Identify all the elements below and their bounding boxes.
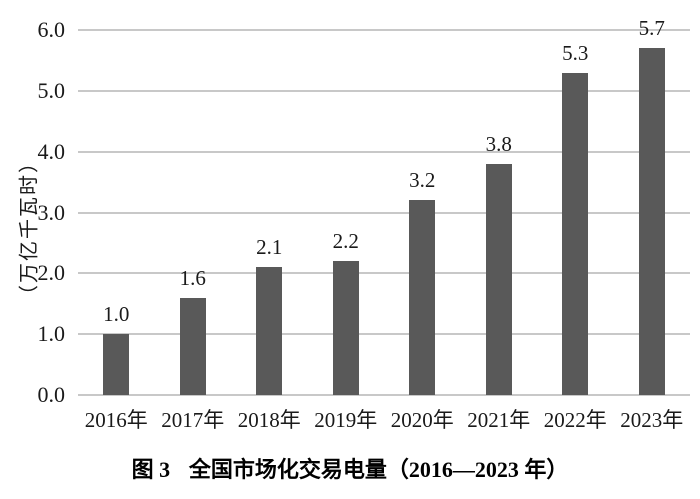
gridline [78,272,690,275]
plot-area: 0.0 1.0 2.0 3.0 4.0 5.0 6.0 1.0 2016年 1.6 2017年 2.1… [38,16,690,432]
y-tick-label: 3.0 [37,199,66,225]
gridline [78,394,690,396]
bar [256,267,283,395]
bar-value-label: 2.2 [332,229,359,254]
x-tick-label: 2022年 [543,408,607,432]
gridline [78,211,690,214]
bar [638,48,665,395]
figure-caption-prefix: 图 3 [131,457,171,482]
bar-value-label: 1.6 [179,265,206,290]
bar [485,163,512,395]
bar-value-label: 5.3 [562,40,589,65]
bar [103,334,130,395]
bar [332,261,359,395]
bar [562,72,589,395]
gridline [78,150,690,153]
bar-value-label: 3.8 [485,131,512,156]
y-tick-label: 6.0 [37,17,66,42]
x-tick-label: 2023年 [620,408,684,432]
x-tick-label: 2021年 [467,408,531,432]
y-tick-label: 4.0 [37,138,66,164]
y-tick-label: 1.0 [37,321,66,347]
figure-caption-title: 全国市场化交易电量（2016—2023 年） [188,457,569,482]
bar-value-label: 5.7 [638,16,665,41]
figure-caption: 图 3 全国市场化交易电量（2016—2023 年） [0,452,700,484]
bar-value-label: 1.0 [103,302,130,327]
x-tick-label: 2016年 [84,408,148,432]
gridline [78,333,690,336]
bar-value-label: 2.1 [256,235,283,260]
y-tick-label: 2.0 [37,260,66,286]
x-tick-label: 2019年 [314,408,378,432]
x-tick-label: 2020年 [390,408,454,432]
bar [409,200,436,395]
x-tick-label: 2018年 [237,408,301,432]
gridline [78,89,690,92]
y-tick-label: 5.0 [37,77,66,103]
gridline [78,29,690,31]
y-tick-label: 0.0 [37,382,66,407]
bar-value-label: 3.2 [409,168,436,193]
bar [179,297,206,395]
x-tick-label: 2017年 [161,408,225,432]
